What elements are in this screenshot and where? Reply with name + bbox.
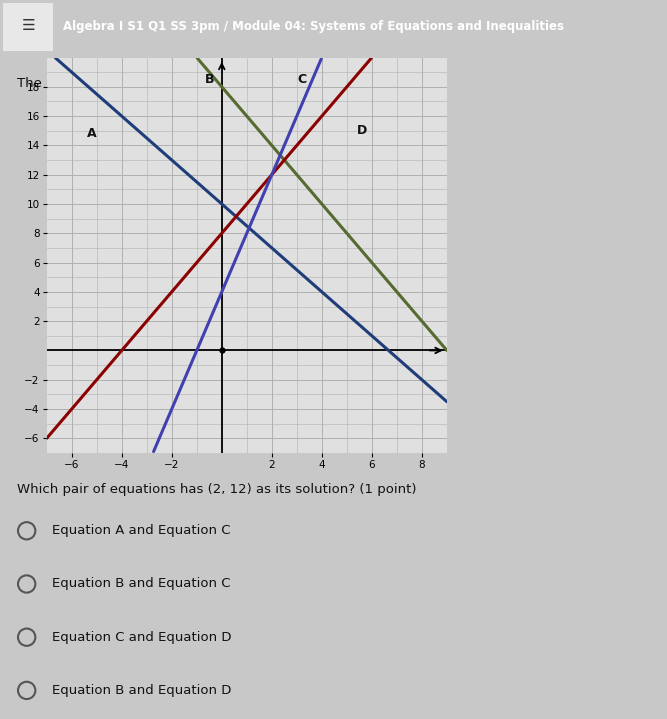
FancyBboxPatch shape (3, 3, 53, 51)
Text: Algebra I S1 Q1 SS 3pm / Module 04: Systems of Equations and Inequalities: Algebra I S1 Q1 SS 3pm / Module 04: Syst… (63, 20, 564, 34)
Text: D: D (357, 124, 367, 137)
Text: C: C (297, 73, 306, 86)
Text: Equation B and Equation C: Equation B and Equation C (52, 577, 231, 590)
Text: Equation B and Equation D: Equation B and Equation D (52, 684, 231, 697)
Text: Equation C and Equation D: Equation C and Equation D (52, 631, 231, 644)
Text: B: B (205, 73, 214, 86)
Text: The graph plots four equations, A, B, C, and D:: The graph plots four equations, A, B, C,… (17, 77, 327, 90)
Text: Which pair of equations has (2, 12) as its solution? (1 point): Which pair of equations has (2, 12) as i… (17, 483, 416, 496)
Text: A: A (87, 127, 97, 140)
Text: Equation A and Equation C: Equation A and Equation C (52, 524, 231, 537)
Text: ☰: ☰ (21, 19, 35, 33)
